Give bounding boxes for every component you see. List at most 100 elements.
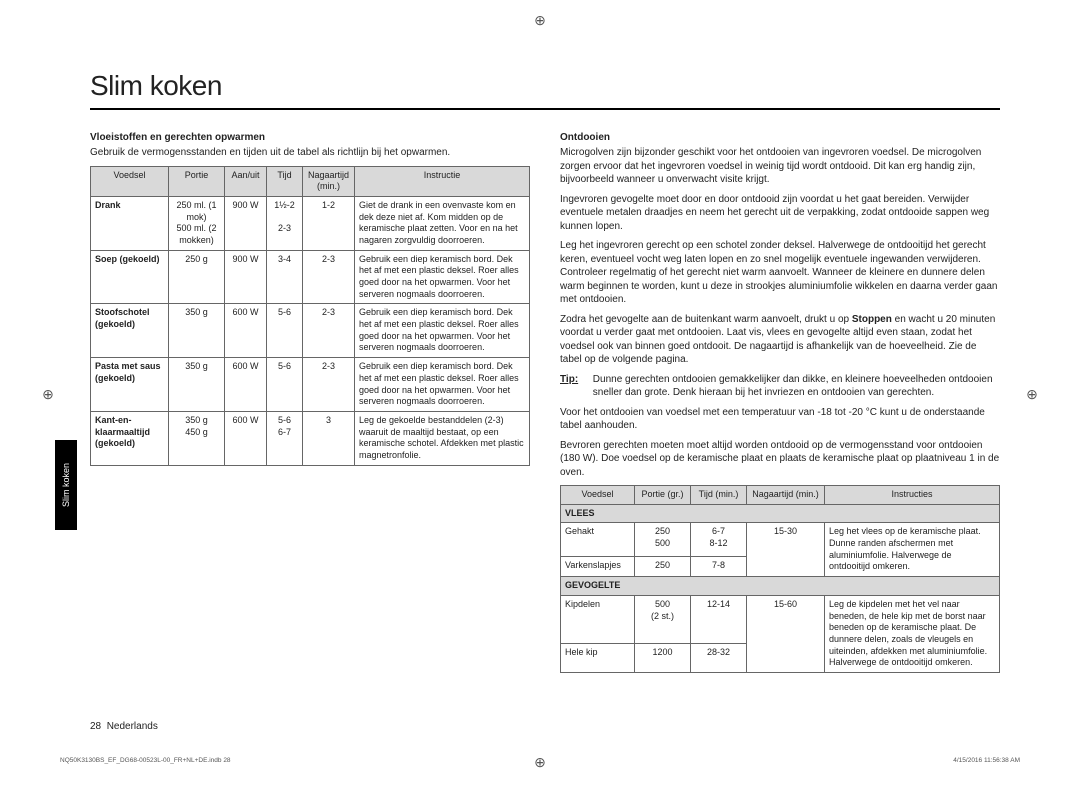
th-stand: Nagaartijd (min.): [303, 166, 355, 196]
cell: 2-3: [303, 250, 355, 304]
cell: 600 W: [225, 304, 267, 358]
tip-body: Dunne gerechten ontdooien gemakkelijker …: [593, 373, 999, 400]
cell: 1200: [635, 643, 691, 672]
left-column: Vloeistoffen en gerechten opwarmen Gebru…: [90, 132, 530, 673]
cell: Leg het vlees op de keramische plaat. Du…: [825, 523, 1000, 577]
right-p1: Microgolven zijn bijzonder geschikt voor…: [560, 146, 1000, 187]
cell: 3-4: [267, 250, 303, 304]
right-p2: Ingevroren gevogelte moet door en door o…: [560, 193, 1000, 234]
cell: 2-3: [303, 304, 355, 358]
cell: 350 g: [169, 358, 225, 412]
cell: 900 W: [225, 196, 267, 250]
section-cell: VLEES: [561, 504, 1000, 523]
cell: 600 W: [225, 358, 267, 412]
th-instr: Instructie: [355, 166, 530, 196]
footer-lang: Nederlands: [107, 721, 158, 732]
cell: 900 W: [225, 250, 267, 304]
cell: Gehakt: [561, 523, 635, 556]
section-row: VLEES: [561, 504, 1000, 523]
right-p5: Voor het ontdooien van voedsel met een t…: [560, 406, 1000, 433]
cell: 12-14: [691, 595, 747, 643]
right-p4a: Zodra het gevogelte aan de buitenkant wa…: [560, 314, 852, 325]
cell: 1-2: [303, 196, 355, 250]
print-timestamp: 4/15/2016 11:56:38 AM: [953, 757, 1020, 764]
indb-path: NQ50K3130BS_EF_DG68-00523L-00_FR+NL+DE.i…: [60, 757, 231, 764]
table-row: Drank250 ml. (1 mok) 500 ml. (2 mokken)9…: [91, 196, 530, 250]
page-number: 28: [90, 721, 101, 732]
th-food: Voedsel: [91, 166, 169, 196]
cell: Pasta met saus (gekoeld): [91, 358, 169, 412]
cell: 5-6: [267, 358, 303, 412]
cell: Gebruik een diep keramisch bord. Dek het…: [355, 304, 530, 358]
crop-mark-left: ⊕: [40, 386, 56, 402]
tip-label: Tip:: [560, 373, 590, 387]
cell: 3: [303, 411, 355, 465]
table-row: Gehakt250 5006-7 8-1215-30Leg het vlees …: [561, 523, 1000, 556]
th2-stand: Nagaartijd (min.): [747, 486, 825, 505]
section-row: GEVOGELTE: [561, 577, 1000, 596]
cell: 250 500: [635, 523, 691, 556]
cell: 250: [635, 556, 691, 576]
th-time: Tijd: [267, 166, 303, 196]
right-tip: Tip: Dunne gerechten ontdooien gemakkeli…: [560, 373, 1000, 400]
table-row: Soep (gekoeld)250 g900 W3-42-3Gebruik ee…: [91, 250, 530, 304]
cell: 5-6: [267, 304, 303, 358]
page-footer: 28 Nederlands: [90, 721, 1000, 732]
footer-left: 28 Nederlands: [90, 721, 158, 732]
page-title: Slim koken: [90, 70, 1000, 102]
section-cell: GEVOGELTE: [561, 577, 1000, 596]
table-row: Kipdelen500 (2 st.)12-1415-60Leg de kipd…: [561, 595, 1000, 643]
title-rule: [90, 108, 1000, 110]
cell: Varkenslapjes: [561, 556, 635, 576]
cell: 250 ml. (1 mok) 500 ml. (2 mokken): [169, 196, 225, 250]
th-portion: Portie: [169, 166, 225, 196]
cell: 2-3: [303, 358, 355, 412]
crop-mark-right: ⊕: [1024, 386, 1040, 402]
th2-instr: Instructies: [825, 486, 1000, 505]
cell: Drank: [91, 196, 169, 250]
cell: 6-7 8-12: [691, 523, 747, 556]
cell: 600 W: [225, 411, 267, 465]
cell: Gebruik een diep keramisch bord. Dek het…: [355, 358, 530, 412]
cell: 250 g: [169, 250, 225, 304]
crop-mark-top: ⊕: [532, 12, 548, 28]
cell: 5-6 6-7: [267, 411, 303, 465]
table-row: Stoofschotel (gekoeld)350 g600 W5-62-3Ge…: [91, 304, 530, 358]
cell: Kant-en-klaarmaaltijd (gekoeld): [91, 411, 169, 465]
th2-time: Tijd (min.): [691, 486, 747, 505]
page-content: Slim koken Vloeistoffen en gerechten opw…: [90, 70, 1000, 673]
cell: Stoofschotel (gekoeld): [91, 304, 169, 358]
defrost-table: Voedsel Portie (gr.) Tijd (min.) Nagaart…: [560, 485, 1000, 673]
th2-portion: Portie (gr.): [635, 486, 691, 505]
table-row: Pasta met saus (gekoeld)350 g600 W5-62-3…: [91, 358, 530, 412]
right-column: Ontdooien Microgolven zijn bijzonder ges…: [560, 132, 1000, 673]
left-heading: Vloeistoffen en gerechten opwarmen: [90, 132, 530, 143]
table-row: Kant-en-klaarmaaltijd (gekoeld)350 g 450…: [91, 411, 530, 465]
stop-bold: Stoppen: [852, 314, 892, 325]
cell: Leg de gekoelde bestanddelen (2-3) waaru…: [355, 411, 530, 465]
print-footer: NQ50K3130BS_EF_DG68-00523L-00_FR+NL+DE.i…: [60, 757, 1020, 764]
cell: 350 g 450 g: [169, 411, 225, 465]
right-heading: Ontdooien: [560, 132, 1000, 143]
cell: 350 g: [169, 304, 225, 358]
cell: 15-60: [747, 595, 825, 672]
cell: Kipdelen: [561, 595, 635, 643]
right-p3: Leg het ingevroren gerecht op een schote…: [560, 239, 1000, 307]
th-power: Aan/uit: [225, 166, 267, 196]
cell: 15-30: [747, 523, 825, 577]
cell: 7-8: [691, 556, 747, 576]
left-intro: Gebruik de vermogensstanden en tijden ui…: [90, 146, 530, 160]
right-p4: Zodra het gevogelte aan de buitenkant wa…: [560, 313, 1000, 367]
cell: 28-32: [691, 643, 747, 672]
reheat-table: Voedsel Portie Aan/uit Tijd Nagaartijd (…: [90, 166, 530, 466]
cell: Soep (gekoeld): [91, 250, 169, 304]
cell: 500 (2 st.): [635, 595, 691, 643]
cell: Gebruik een diep keramisch bord. Dek het…: [355, 250, 530, 304]
cell: Leg de kipdelen met het vel naar beneden…: [825, 595, 1000, 672]
cell: Giet de drank in een ovenvaste kom en de…: [355, 196, 530, 250]
cell: 1½-2 2-3: [267, 196, 303, 250]
side-tab: Slim koken: [55, 440, 77, 530]
cell: Hele kip: [561, 643, 635, 672]
right-p6: Bevroren gerechten moeten moet altijd wo…: [560, 439, 1000, 480]
th2-food: Voedsel: [561, 486, 635, 505]
